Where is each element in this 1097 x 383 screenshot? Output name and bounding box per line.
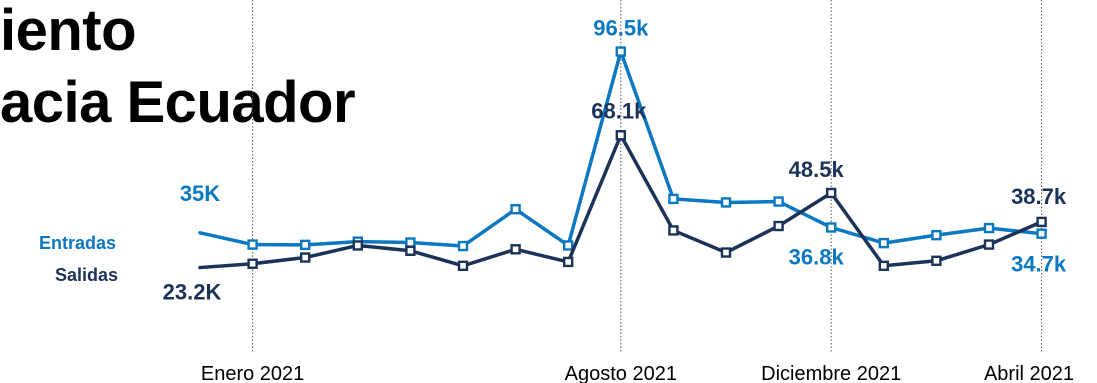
point-entradas-16 <box>1036 228 1047 239</box>
data-label-salidas-16: 38.7k <box>1011 184 1067 209</box>
point-salidas-13 <box>878 260 889 271</box>
point-salidas-10 <box>720 247 732 258</box>
point-entradas-1 <box>247 239 258 250</box>
x-tick-label-2: Diciembre 2021 <box>761 363 901 383</box>
point-entradas-15 <box>983 222 995 234</box>
point-salidas-14 <box>931 255 942 266</box>
x-tick-label-0: Enero 2021 <box>201 363 304 383</box>
point-entradas-9 <box>668 193 679 205</box>
point-salidas-8 <box>615 130 626 141</box>
point-salidas-15 <box>983 239 995 250</box>
point-entradas-5 <box>457 240 469 252</box>
data-label-salidas-8: 68.1k <box>591 98 647 123</box>
point-entradas-7 <box>563 240 574 251</box>
point-salidas-4 <box>405 245 416 256</box>
point-entradas-12 <box>826 222 837 233</box>
point-salidas-12 <box>826 187 837 199</box>
point-entradas-8 <box>615 46 626 57</box>
point-salidas-11 <box>773 220 784 232</box>
point-entradas-4 <box>405 237 416 248</box>
x-tick-label-3: Abril 2021 <box>984 363 1074 383</box>
point-entradas-11 <box>773 196 784 207</box>
point-entradas-6 <box>510 204 521 215</box>
data-label-salidas-12: 48.5k <box>789 157 845 182</box>
point-entradas-2 <box>300 239 311 251</box>
point-salidas-16 <box>1036 216 1047 228</box>
point-salidas-5 <box>457 260 469 271</box>
data-label-entradas-8: 96.5k <box>593 16 649 41</box>
point-salidas-1 <box>247 258 258 269</box>
point-salidas-9 <box>668 225 679 236</box>
data-label-entradas-16: 34.7k <box>1011 252 1067 277</box>
chart-title-line-1: iento <box>0 0 137 63</box>
point-salidas-2 <box>300 252 311 263</box>
point-salidas-7 <box>563 256 574 268</box>
data-label-entradas-12: 36.8k <box>789 244 845 269</box>
point-entradas-14 <box>931 229 942 241</box>
legend-salidas: Salidas <box>55 265 119 285</box>
chart-title-line-2: acia Ecuador <box>0 70 356 135</box>
point-salidas-6 <box>510 244 521 255</box>
data-label-salidas-0: 23.2K <box>163 280 222 305</box>
point-entradas-10 <box>720 197 732 208</box>
x-tick-label-1: Agosto 2021 <box>565 363 677 383</box>
data-label-entradas-0: 35K <box>180 181 220 206</box>
point-salidas-3 <box>352 240 363 251</box>
point-entradas-13 <box>878 237 889 249</box>
legend-entradas: Entradas <box>39 233 117 253</box>
